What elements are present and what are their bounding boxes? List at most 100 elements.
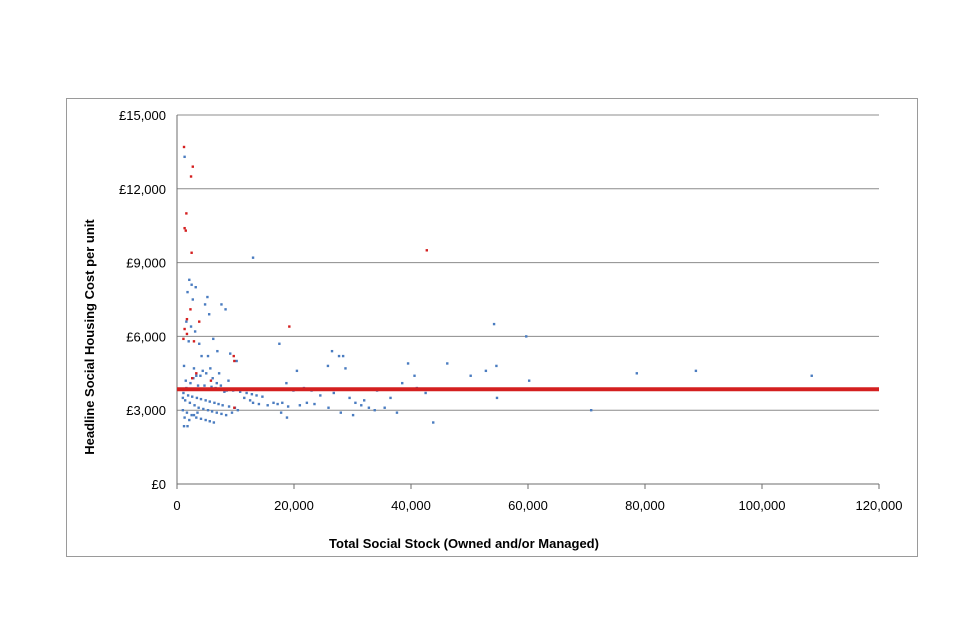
data-point [190, 283, 193, 286]
data-point [185, 411, 189, 414]
scatter-chart: £0 £3,000 £6,000 £9,000 £12,000 £15,000 0 20,00… [82, 108, 903, 551]
data-point [383, 406, 386, 409]
data-point-highlight [185, 332, 189, 336]
data-point-highlight [232, 354, 235, 358]
data-point [484, 369, 488, 373]
data-point [210, 410, 214, 413]
data-point [286, 405, 290, 408]
data-point [223, 390, 226, 393]
data-point [424, 391, 427, 395]
data-point [406, 362, 410, 365]
data-point [305, 401, 309, 405]
data-point-highlight [183, 327, 186, 331]
data-point [373, 409, 376, 412]
data-point [266, 404, 269, 407]
data-point [181, 396, 185, 400]
data-point [209, 367, 212, 370]
data-point [492, 322, 496, 326]
data-points [181, 145, 813, 428]
data-point [295, 369, 299, 373]
grid-lines [176, 114, 880, 489]
data-point [183, 399, 187, 402]
data-point [589, 409, 593, 412]
data-point [195, 374, 198, 377]
x-tick-label: 20,000 [274, 498, 314, 513]
data-point [251, 401, 255, 405]
x-tick-label: 0 [173, 498, 180, 513]
data-point [220, 412, 223, 416]
data-point [202, 407, 205, 411]
data-point [469, 374, 472, 377]
data-point [272, 401, 275, 405]
x-tick-label: 100,000 [739, 498, 786, 513]
data-point-highlight [191, 377, 194, 380]
data-point [229, 352, 232, 355]
data-point [204, 418, 207, 422]
data-point [326, 364, 330, 368]
data-point-highlight [198, 320, 201, 323]
data-point [810, 374, 813, 377]
data-point [250, 393, 254, 396]
data-point [495, 364, 498, 368]
data-point [217, 372, 221, 375]
data-point [248, 399, 252, 402]
data-point [182, 391, 185, 395]
data-point [191, 298, 194, 301]
x-tick-label: 120,000 [856, 498, 903, 513]
data-point [327, 406, 330, 409]
data-point [200, 354, 203, 358]
data-point [196, 384, 200, 387]
data-point [187, 340, 190, 343]
data-point [261, 395, 264, 398]
data-point-highlight [195, 372, 198, 375]
data-point-highlight [190, 251, 193, 254]
data-point [212, 337, 215, 341]
data-point [196, 411, 199, 414]
data-point [194, 286, 197, 289]
y-tick-label: £15,000 [119, 108, 166, 123]
data-point [210, 385, 213, 389]
data-point [367, 406, 371, 409]
data-point [195, 396, 199, 400]
data-point [213, 401, 216, 405]
data-point [635, 372, 639, 375]
y-tick-label: £6,000 [126, 329, 166, 344]
data-point [208, 420, 211, 423]
data-point [413, 374, 416, 377]
data-point [243, 396, 246, 400]
data-point [230, 411, 234, 414]
data-point [313, 402, 316, 406]
data-point [694, 369, 698, 373]
data-point [185, 320, 188, 323]
data-point [276, 402, 279, 406]
data-point [211, 377, 214, 380]
data-point-highlight [209, 379, 213, 382]
data-point [204, 399, 207, 402]
data-point [208, 400, 211, 403]
data-point [339, 411, 342, 414]
data-point-highlight [233, 359, 236, 363]
data-point-highlight [192, 340, 196, 343]
data-point [212, 421, 216, 424]
data-point [360, 404, 363, 407]
data-point [186, 424, 189, 428]
data-point-highlight [182, 337, 185, 341]
data-point [188, 278, 191, 282]
data-point [192, 413, 196, 417]
data-point [188, 401, 192, 405]
data-point [182, 364, 186, 368]
data-point [285, 416, 289, 419]
y-tick-label: £9,000 [126, 256, 166, 271]
data-point [224, 308, 227, 311]
data-point [227, 405, 231, 408]
data-point-highlight [233, 406, 236, 409]
data-point [186, 290, 189, 294]
x-tick-label: 40,000 [391, 498, 431, 513]
data-point-highlight [425, 249, 428, 252]
data-point [201, 369, 204, 373]
data-point-highlight [189, 308, 192, 311]
data-point [193, 404, 196, 407]
data-point [221, 404, 224, 407]
data-point [330, 349, 334, 353]
data-point [193, 330, 197, 333]
